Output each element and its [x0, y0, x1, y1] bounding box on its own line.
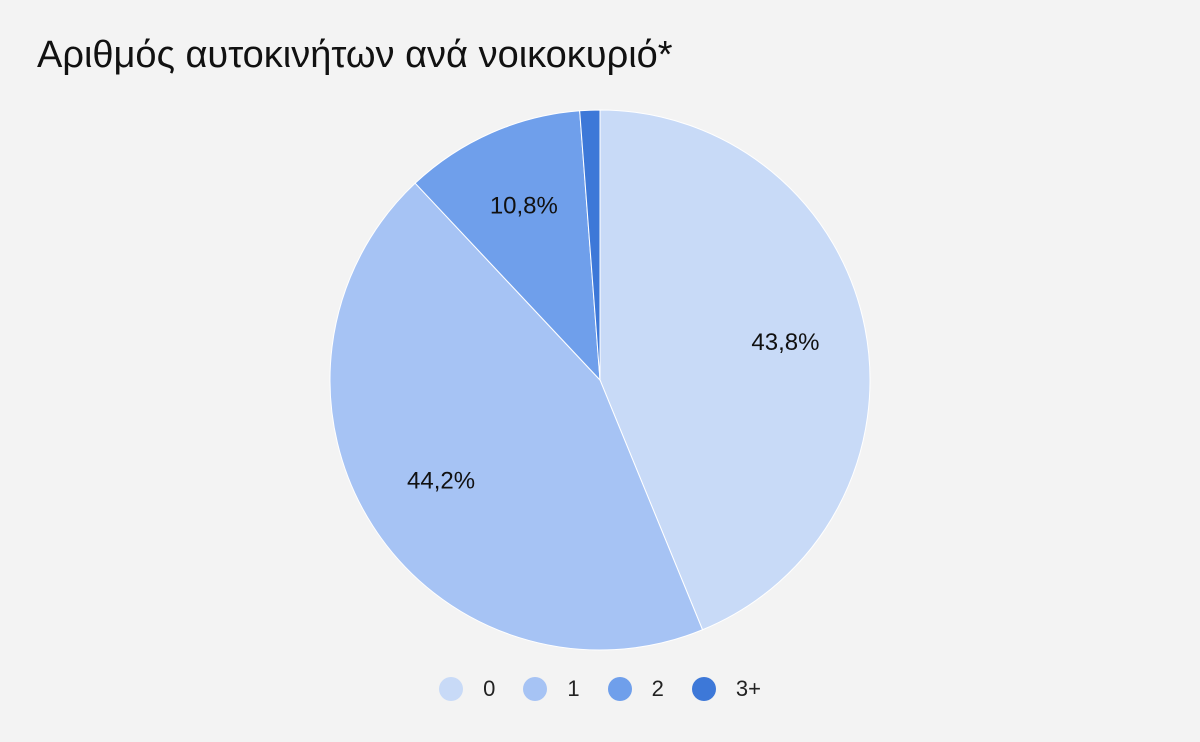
chart-title: Αριθμός αυτοκινήτων ανά νοικοκυριό*	[37, 34, 673, 76]
pie-slice-0[interactable]	[599, 109, 871, 631]
slice-label-2: 10,8%	[490, 192, 558, 219]
legend-label-0: 0	[483, 676, 496, 701]
legend-swatch-0	[439, 677, 464, 701]
legend-item-1[interactable]: 1	[523, 676, 580, 702]
legend-item-3plus[interactable]: 3+	[691, 676, 761, 702]
legend-item-2[interactable]: 2	[607, 676, 664, 702]
chart-legend: 0 1 2 3+	[0, 676, 1200, 702]
pie-slice-3plus[interactable]	[579, 109, 601, 381]
legend-item-0[interactable]: 0	[439, 676, 495, 702]
legend-swatch-1	[523, 677, 548, 701]
legend-label-1: 1	[567, 676, 580, 701]
legend-swatch-3plus	[691, 677, 716, 701]
pie-slice-1[interactable]	[329, 182, 704, 651]
legend-label-3plus: 3+	[735, 676, 761, 701]
slice-label-1: 44,2%	[407, 468, 475, 495]
slice-label-0: 43,8%	[751, 329, 819, 356]
pie-slice-2[interactable]	[414, 110, 601, 382]
legend-label-2: 2	[651, 676, 664, 701]
legend-swatch-2	[607, 677, 632, 701]
